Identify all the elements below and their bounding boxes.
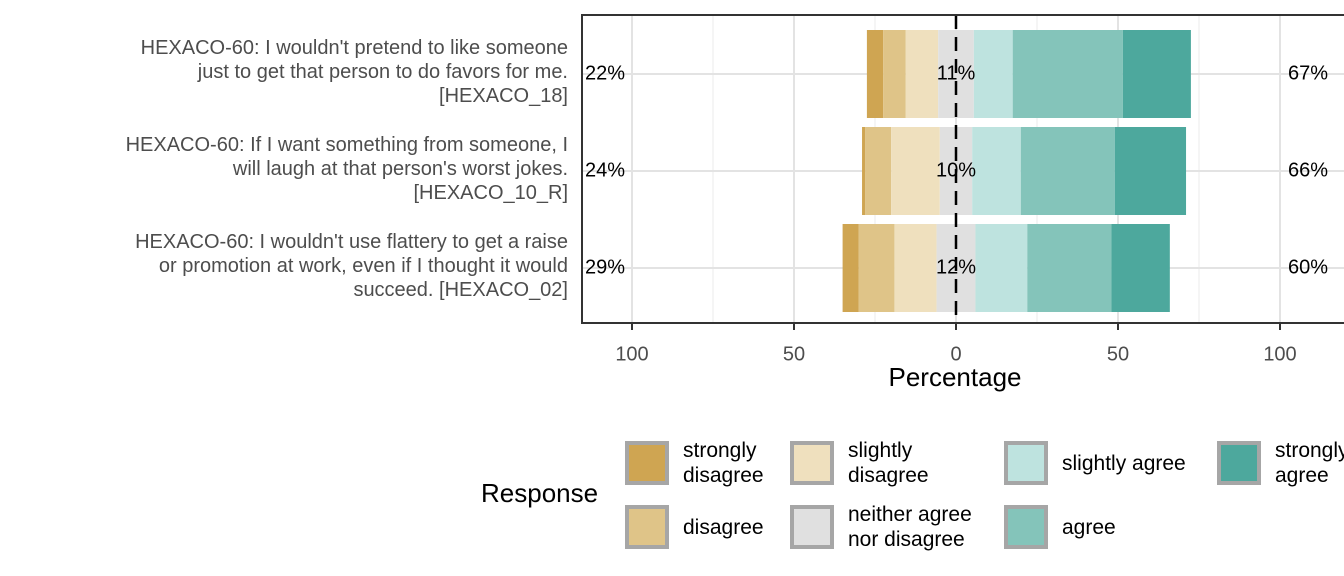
legend-title: Response xyxy=(481,478,599,508)
legend-label: strongly disagree xyxy=(683,439,764,487)
bar-segment xyxy=(975,224,1028,312)
label-disagree-pct: 22% xyxy=(585,62,625,84)
y-category-label: HEXACO-60: If I want something from some… xyxy=(8,133,568,205)
bar-segment xyxy=(862,127,866,215)
legend-item: disagree xyxy=(625,497,764,557)
label-agree-pct: 60% xyxy=(1288,256,1328,278)
label-neutral-pct: 10% xyxy=(936,159,976,181)
label-agree-pct: 67% xyxy=(1288,62,1328,84)
plot-border xyxy=(581,14,1344,324)
x-tick-label: 50 xyxy=(783,343,805,365)
y-category-label-line: HEXACO-60: I wouldn't use flattery to ge… xyxy=(135,231,568,253)
bar-segment xyxy=(865,127,892,215)
legend-label: agree xyxy=(1062,515,1116,539)
bar-segment xyxy=(1122,30,1191,118)
bar-segment xyxy=(972,127,1021,215)
legend-swatch xyxy=(625,441,669,485)
y-category-label: HEXACO-60: I wouldn't pretend to like so… xyxy=(8,36,568,108)
label-disagree-pct: 24% xyxy=(585,159,625,181)
bar-segment xyxy=(883,30,906,118)
bar-segment xyxy=(891,127,940,215)
legend-label: disagree xyxy=(683,515,764,539)
bar-segment xyxy=(1111,224,1170,312)
x-tick-label: 0 xyxy=(950,343,961,365)
legend-item: slightly agree xyxy=(1004,433,1186,493)
legend-item: neither agree nor disagree xyxy=(790,497,972,557)
legend-swatch xyxy=(625,505,669,549)
legend-item: slightly disagree xyxy=(790,433,929,493)
bar-segment xyxy=(1020,127,1115,215)
legend-item: strongly agree xyxy=(1217,433,1344,493)
y-category-label-line: or promotion at work, even if I thought … xyxy=(158,255,568,277)
y-category-label-line: succeed. [HEXACO_02] xyxy=(353,279,568,301)
x-tick-label: 100 xyxy=(615,343,648,365)
legend-swatch xyxy=(1004,441,1048,485)
legend-swatch xyxy=(1004,505,1048,549)
label-disagree-pct: 29% xyxy=(585,256,625,278)
legend-item: agree xyxy=(1004,497,1116,557)
y-category-label-line: HEXACO-60: If I want something from some… xyxy=(125,134,568,156)
x-axis-title: Percentage xyxy=(889,362,1022,392)
legend-label: slightly disagree xyxy=(848,439,929,487)
y-category-label-line: HEXACO-60: I wouldn't pretend to like so… xyxy=(140,37,568,59)
legend-swatch xyxy=(1217,441,1261,485)
x-tick-label: 100 xyxy=(1263,343,1296,365)
label-neutral-pct: 11% xyxy=(937,62,976,84)
legend-label: strongly agree xyxy=(1275,439,1344,487)
y-category-label-line: [HEXACO_10_R] xyxy=(413,182,568,204)
y-category-label-line: just to get that person to do favors for… xyxy=(197,61,568,83)
bar-segment xyxy=(1114,127,1187,215)
y-category-label-line: [HEXACO_18] xyxy=(439,85,568,107)
bar-segment xyxy=(866,30,884,118)
legend-swatch xyxy=(790,441,834,485)
legend-item: strongly disagree xyxy=(625,433,764,493)
legend-label: neither agree nor disagree xyxy=(848,503,972,551)
label-neutral-pct: 12% xyxy=(936,256,976,278)
bar-segment xyxy=(905,30,939,118)
bar-segment xyxy=(858,224,895,312)
y-category-label: HEXACO-60: I wouldn't use flattery to ge… xyxy=(8,230,568,302)
bar-segment xyxy=(894,224,937,312)
y-category-label-line: will laugh at that person's worst jokes. xyxy=(232,158,568,180)
bar-segment xyxy=(842,224,859,312)
x-tick-label: 50 xyxy=(1107,343,1129,365)
bar-segment xyxy=(1027,224,1112,312)
legend-label: slightly agree xyxy=(1062,451,1186,475)
legend-swatch xyxy=(790,505,834,549)
bar-segment xyxy=(973,30,1013,118)
bar-segment xyxy=(1012,30,1123,118)
label-agree-pct: 66% xyxy=(1288,159,1328,181)
